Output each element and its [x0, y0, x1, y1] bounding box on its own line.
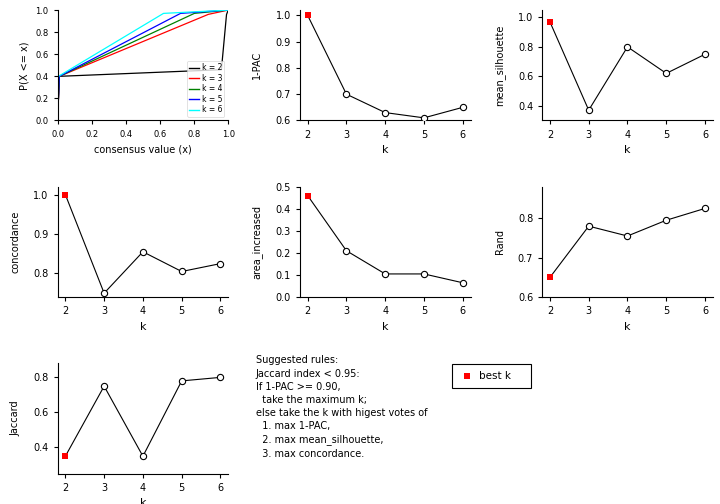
Y-axis label: P(X <= x): P(X <= x)	[19, 41, 30, 90]
Text: Suggested rules:
Jaccard index < 0.95:
If 1-PAC >= 0.90,
  take the maximum k;
e: Suggested rules: Jaccard index < 0.95: I…	[256, 355, 427, 459]
X-axis label: k: k	[624, 322, 631, 332]
Y-axis label: Rand: Rand	[495, 229, 505, 255]
Y-axis label: 1-PAC: 1-PAC	[252, 51, 262, 80]
Y-axis label: area_increased: area_increased	[251, 205, 262, 279]
X-axis label: k: k	[382, 145, 389, 155]
Bar	[451, 364, 531, 388]
Text: best k: best k	[479, 371, 511, 381]
Y-axis label: Jaccard: Jaccard	[10, 401, 20, 436]
Y-axis label: mean_silhouette: mean_silhouette	[494, 25, 505, 106]
X-axis label: consensus value (x): consensus value (x)	[94, 144, 192, 154]
X-axis label: k: k	[624, 145, 631, 155]
X-axis label: k: k	[140, 498, 146, 504]
Y-axis label: concordance: concordance	[10, 211, 20, 273]
X-axis label: k: k	[382, 322, 389, 332]
X-axis label: k: k	[140, 322, 146, 332]
Legend: k = 2, k = 3, k = 4, k = 5, k = 6: k = 2, k = 3, k = 4, k = 5, k = 6	[187, 61, 225, 116]
